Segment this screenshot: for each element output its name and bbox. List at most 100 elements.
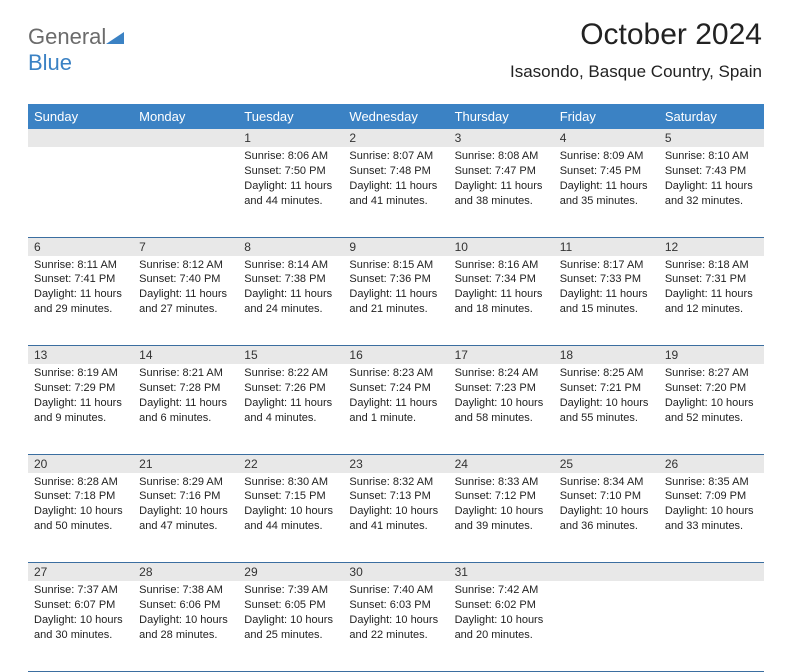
day-cell: Sunrise: 8:06 AMSunset: 7:50 PMDaylight:… (238, 147, 343, 237)
day-number-cell: 28 (133, 563, 238, 582)
day-content: Sunrise: 8:15 AMSunset: 7:36 PMDaylight:… (343, 256, 448, 321)
day-number-cell: 21 (133, 454, 238, 473)
day-content: Sunrise: 8:35 AMSunset: 7:09 PMDaylight:… (659, 473, 764, 538)
day-number-cell: 13 (28, 346, 133, 365)
day-cell: Sunrise: 8:17 AMSunset: 7:33 PMDaylight:… (554, 256, 659, 346)
day-number-cell: 17 (449, 346, 554, 365)
day-cell: Sunrise: 8:30 AMSunset: 7:15 PMDaylight:… (238, 473, 343, 563)
day-content: Sunrise: 7:37 AMSunset: 6:07 PMDaylight:… (28, 581, 133, 646)
day-number-cell: 3 (449, 129, 554, 147)
weekday-header: Friday (554, 104, 659, 129)
day-content: Sunrise: 8:28 AMSunset: 7:18 PMDaylight:… (28, 473, 133, 538)
day-content: Sunrise: 8:27 AMSunset: 7:20 PMDaylight:… (659, 364, 764, 429)
day-content: Sunrise: 8:07 AMSunset: 7:48 PMDaylight:… (343, 147, 448, 212)
day-cell: Sunrise: 8:07 AMSunset: 7:48 PMDaylight:… (343, 147, 448, 237)
day-content: Sunrise: 8:10 AMSunset: 7:43 PMDaylight:… (659, 147, 764, 212)
brand-logo: General Blue (28, 24, 126, 76)
day-cell: Sunrise: 7:37 AMSunset: 6:07 PMDaylight:… (28, 581, 133, 671)
day-cell: Sunrise: 8:34 AMSunset: 7:10 PMDaylight:… (554, 473, 659, 563)
day-number-cell: 8 (238, 237, 343, 256)
day-number-cell: 4 (554, 129, 659, 147)
day-cell: Sunrise: 8:25 AMSunset: 7:21 PMDaylight:… (554, 364, 659, 454)
day-content: Sunrise: 8:25 AMSunset: 7:21 PMDaylight:… (554, 364, 659, 429)
day-number-cell: 26 (659, 454, 764, 473)
day-content: Sunrise: 8:11 AMSunset: 7:41 PMDaylight:… (28, 256, 133, 321)
calendar-table: SundayMondayTuesdayWednesdayThursdayFrid… (28, 104, 764, 672)
day-number-row: 6789101112 (28, 237, 764, 256)
day-content: Sunrise: 8:21 AMSunset: 7:28 PMDaylight:… (133, 364, 238, 429)
day-content: Sunrise: 8:16 AMSunset: 7:34 PMDaylight:… (449, 256, 554, 321)
day-content-row: Sunrise: 8:06 AMSunset: 7:50 PMDaylight:… (28, 147, 764, 237)
day-content: Sunrise: 8:29 AMSunset: 7:16 PMDaylight:… (133, 473, 238, 538)
day-content: Sunrise: 8:08 AMSunset: 7:47 PMDaylight:… (449, 147, 554, 212)
day-number-cell: 16 (343, 346, 448, 365)
day-number-cell: 7 (133, 237, 238, 256)
day-content: Sunrise: 8:19 AMSunset: 7:29 PMDaylight:… (28, 364, 133, 429)
day-number-cell: 6 (28, 237, 133, 256)
day-cell: Sunrise: 8:21 AMSunset: 7:28 PMDaylight:… (133, 364, 238, 454)
day-cell: Sunrise: 7:40 AMSunset: 6:03 PMDaylight:… (343, 581, 448, 671)
day-number-cell: 2 (343, 129, 448, 147)
brand-part2: Blue (28, 50, 72, 75)
day-cell: Sunrise: 8:23 AMSunset: 7:24 PMDaylight:… (343, 364, 448, 454)
day-number-cell: 5 (659, 129, 764, 147)
day-number-cell: 29 (238, 563, 343, 582)
day-content: Sunrise: 8:14 AMSunset: 7:38 PMDaylight:… (238, 256, 343, 321)
brand-triangle-icon (106, 30, 126, 46)
day-content: Sunrise: 8:22 AMSunset: 7:26 PMDaylight:… (238, 364, 343, 429)
day-content-row: Sunrise: 8:19 AMSunset: 7:29 PMDaylight:… (28, 364, 764, 454)
weekday-header: Sunday (28, 104, 133, 129)
day-number-cell (659, 563, 764, 582)
day-number-cell: 23 (343, 454, 448, 473)
weekday-header: Tuesday (238, 104, 343, 129)
day-cell: Sunrise: 8:16 AMSunset: 7:34 PMDaylight:… (449, 256, 554, 346)
day-cell: Sunrise: 8:32 AMSunset: 7:13 PMDaylight:… (343, 473, 448, 563)
day-content: Sunrise: 7:40 AMSunset: 6:03 PMDaylight:… (343, 581, 448, 646)
day-number-cell: 12 (659, 237, 764, 256)
day-cell (28, 147, 133, 237)
day-number-cell: 22 (238, 454, 343, 473)
weekday-header: Monday (133, 104, 238, 129)
day-cell: Sunrise: 8:28 AMSunset: 7:18 PMDaylight:… (28, 473, 133, 563)
day-number-cell: 24 (449, 454, 554, 473)
weekday-header: Wednesday (343, 104, 448, 129)
day-content: Sunrise: 8:09 AMSunset: 7:45 PMDaylight:… (554, 147, 659, 212)
day-number-row: 13141516171819 (28, 346, 764, 365)
day-cell: Sunrise: 8:27 AMSunset: 7:20 PMDaylight:… (659, 364, 764, 454)
day-content: Sunrise: 7:39 AMSunset: 6:05 PMDaylight:… (238, 581, 343, 646)
day-number-cell: 11 (554, 237, 659, 256)
day-number-row: 12345 (28, 129, 764, 147)
day-cell (659, 581, 764, 671)
day-content: Sunrise: 8:34 AMSunset: 7:10 PMDaylight:… (554, 473, 659, 538)
day-number-row: 20212223242526 (28, 454, 764, 473)
day-content-row: Sunrise: 8:28 AMSunset: 7:18 PMDaylight:… (28, 473, 764, 563)
day-cell: Sunrise: 8:11 AMSunset: 7:41 PMDaylight:… (28, 256, 133, 346)
day-number-cell: 27 (28, 563, 133, 582)
day-cell: Sunrise: 8:10 AMSunset: 7:43 PMDaylight:… (659, 147, 764, 237)
day-cell: Sunrise: 8:08 AMSunset: 7:47 PMDaylight:… (449, 147, 554, 237)
day-number-cell: 1 (238, 129, 343, 147)
day-cell: Sunrise: 8:33 AMSunset: 7:12 PMDaylight:… (449, 473, 554, 563)
day-cell: Sunrise: 8:29 AMSunset: 7:16 PMDaylight:… (133, 473, 238, 563)
day-number-cell: 14 (133, 346, 238, 365)
location-label: Isasondo, Basque Country, Spain (510, 62, 762, 82)
day-cell: Sunrise: 8:12 AMSunset: 7:40 PMDaylight:… (133, 256, 238, 346)
page-title: October 2024 (580, 18, 762, 52)
day-number-cell (133, 129, 238, 147)
day-content: Sunrise: 8:12 AMSunset: 7:40 PMDaylight:… (133, 256, 238, 321)
day-number-cell: 15 (238, 346, 343, 365)
weekday-header: Saturday (659, 104, 764, 129)
day-number-row: 2728293031 (28, 563, 764, 582)
day-content-row: Sunrise: 7:37 AMSunset: 6:07 PMDaylight:… (28, 581, 764, 671)
day-cell: Sunrise: 8:22 AMSunset: 7:26 PMDaylight:… (238, 364, 343, 454)
brand-part1: General (28, 24, 106, 49)
day-cell: Sunrise: 8:19 AMSunset: 7:29 PMDaylight:… (28, 364, 133, 454)
day-content: Sunrise: 8:18 AMSunset: 7:31 PMDaylight:… (659, 256, 764, 321)
day-cell (554, 581, 659, 671)
day-cell: Sunrise: 8:15 AMSunset: 7:36 PMDaylight:… (343, 256, 448, 346)
weekday-header: Thursday (449, 104, 554, 129)
day-content: Sunrise: 8:32 AMSunset: 7:13 PMDaylight:… (343, 473, 448, 538)
day-cell: Sunrise: 8:09 AMSunset: 7:45 PMDaylight:… (554, 147, 659, 237)
day-number-cell: 9 (343, 237, 448, 256)
day-content: Sunrise: 8:17 AMSunset: 7:33 PMDaylight:… (554, 256, 659, 321)
